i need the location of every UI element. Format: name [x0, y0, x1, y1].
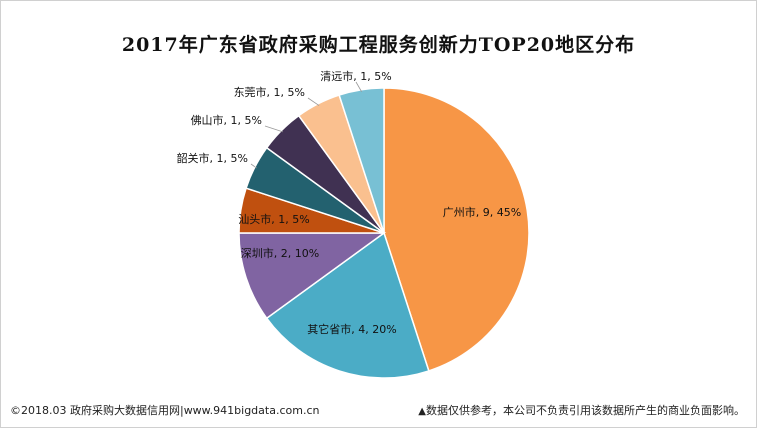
slice-label-7: 东莞市, 1, 5% [234, 85, 305, 99]
disclaimer-marker-icon: ▲ [418, 406, 426, 417]
leader-line-5 [250, 163, 257, 169]
leader-line-8 [355, 81, 362, 92]
footer-source: ©2018.03 政府采购大数据信用网|www.941bigdata.com.c… [10, 404, 320, 417]
slice-label-4: 汕头市, 1, 5% [238, 212, 309, 226]
slice-label-3: 深圳市, 2, 10% [241, 246, 319, 260]
slice-label-1: 广州市, 9, 45% [443, 205, 521, 219]
slice-label-2: 其它省市, 4, 20% [307, 322, 396, 336]
slice-label-5: 韶关市, 1, 5% [177, 151, 248, 165]
pie-slice-1 [383, 87, 530, 372]
pie-slice-2 [265, 231, 430, 379]
slice-label-8: 清远市, 1, 5% [320, 69, 391, 83]
pie-slice-3 [238, 232, 387, 320]
disclaimer-text: 数据仅供参考，本公司不负责引用该数据所产生的商业负面影响。 [426, 404, 745, 417]
slice-label-6: 佛山市, 1, 5% [191, 113, 262, 127]
leader-line-6 [264, 125, 284, 133]
footer-disclaimer: ▲数据仅供参考，本公司不负责引用该数据所产生的商业负面影响。 [418, 402, 745, 418]
pie-slice-8 [338, 87, 385, 234]
chart-title: 2017年广东省政府采购工程服务创新力TOP20地区分布 [121, 34, 636, 56]
leader-line-7 [307, 97, 320, 106]
